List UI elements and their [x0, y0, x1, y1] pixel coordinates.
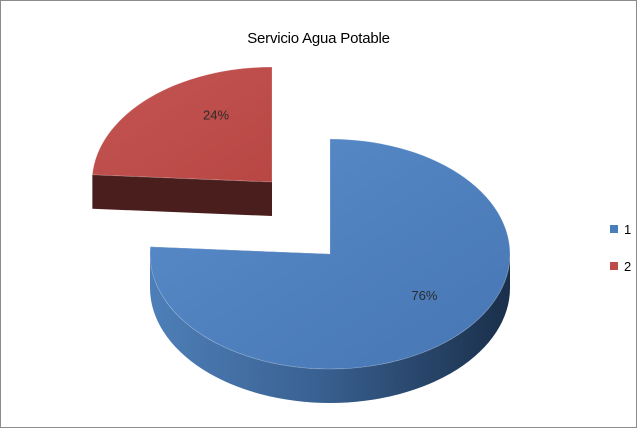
pie-slice-side-2 [92, 174, 272, 216]
legend-label-2: 2 [624, 258, 632, 274]
legend-item-2: 2 [610, 256, 631, 276]
data-label-1: 76% [411, 288, 437, 303]
legend-swatch-2 [610, 262, 618, 270]
pie-slice-1 [149, 138, 511, 370]
legend-swatch-1 [610, 225, 618, 233]
legend-label-1: 1 [624, 221, 632, 237]
chart-title: Servicio Agua Potable [247, 30, 390, 47]
legend: 1 2 [610, 219, 631, 293]
data-label-2: 24% [203, 108, 229, 123]
legend-item-1: 1 [610, 219, 631, 239]
pie-slice-2 [91, 66, 273, 183]
pie-slice-rim-1 [150, 254, 510, 403]
